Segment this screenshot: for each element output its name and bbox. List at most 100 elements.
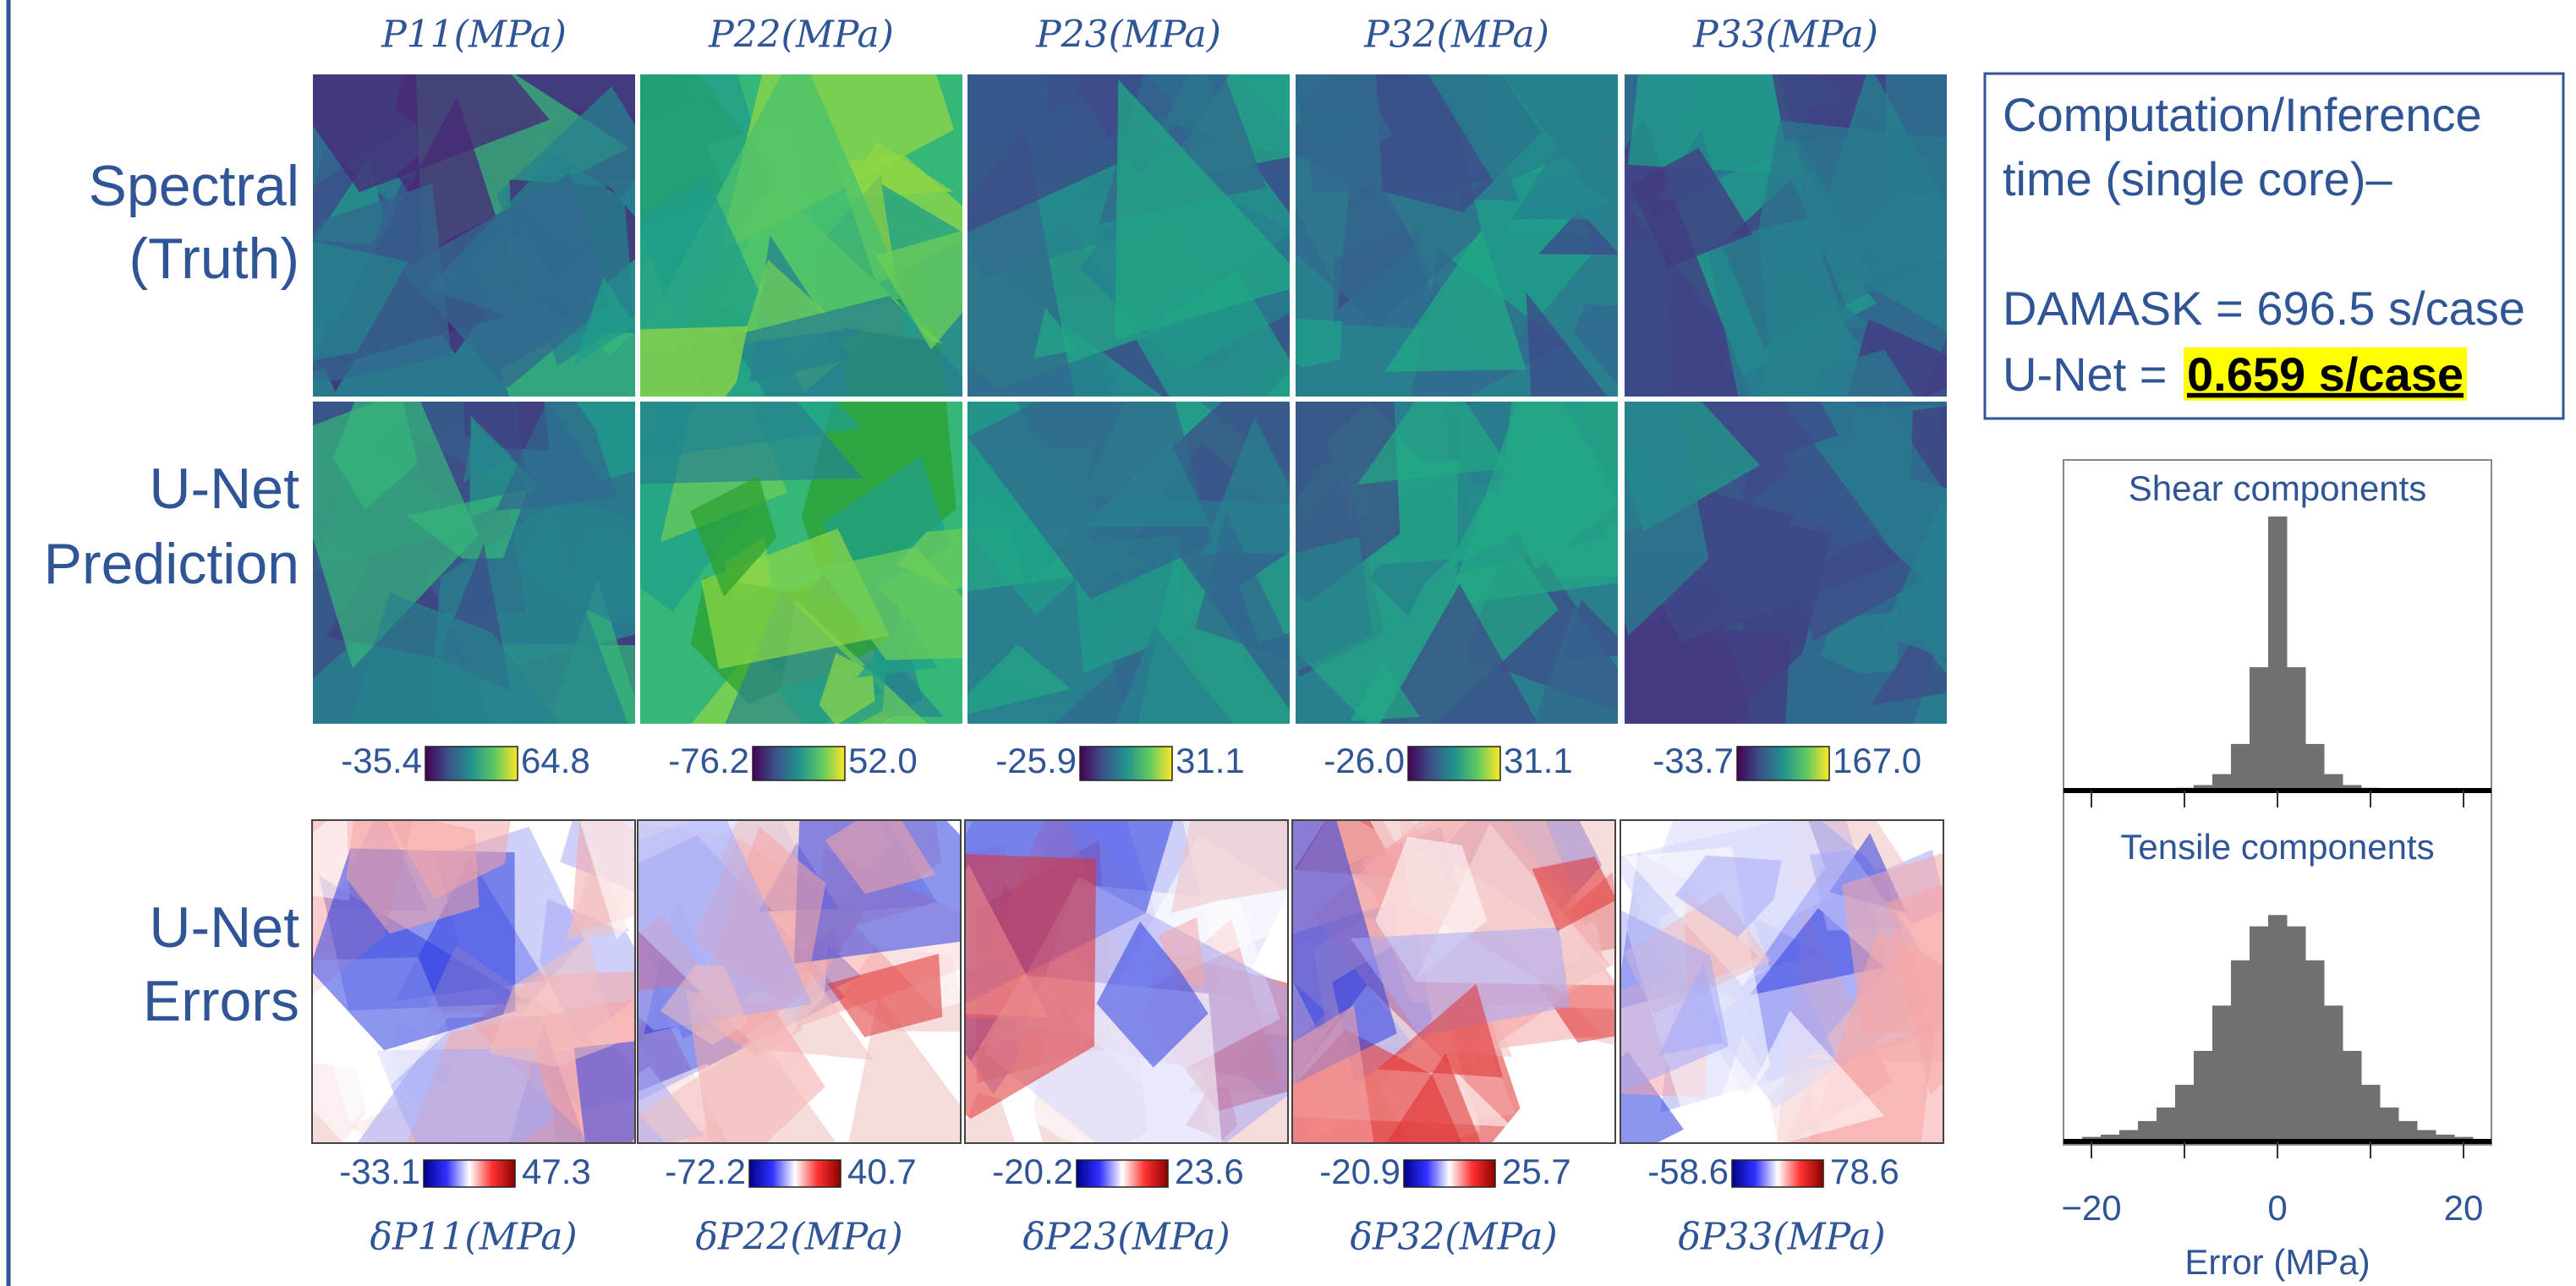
field-patch xyxy=(1573,304,1619,386)
colorbar xyxy=(1407,746,1501,781)
field-patch xyxy=(638,1036,837,1143)
error-label: δP11(MPa) xyxy=(370,1216,577,1259)
column-header: P23(MPa) xyxy=(1035,14,1221,57)
field-patch xyxy=(825,820,936,895)
field-patch xyxy=(1201,417,1291,554)
error-colorbar-min: -20.9 xyxy=(1319,1152,1400,1191)
x-tick-label: 0 xyxy=(2267,1188,2287,1228)
field-patch xyxy=(1448,489,1536,567)
field-patch xyxy=(376,1048,555,1143)
column-header: P32(MPa) xyxy=(1363,14,1549,57)
colorbar xyxy=(1079,746,1173,781)
histogram-bar xyxy=(2398,1120,2418,1141)
field-patch xyxy=(1428,74,1619,188)
field-patch xyxy=(1170,820,1288,913)
tile-border xyxy=(311,819,636,1144)
info-line: time (single core)– xyxy=(2003,152,2392,205)
field-patch xyxy=(1295,74,1393,166)
field-patch xyxy=(965,854,1097,1119)
column-header: P22(MPa) xyxy=(708,14,894,57)
field-patch xyxy=(896,528,963,590)
field-patch xyxy=(1295,536,1373,673)
tile-border xyxy=(966,73,1291,398)
field-patch xyxy=(573,1041,635,1143)
field-patch xyxy=(1620,910,1729,1093)
histogram-bar xyxy=(2138,1120,2157,1141)
field-patch xyxy=(1511,122,1619,220)
field-patch xyxy=(346,820,480,934)
error-colorbar xyxy=(1076,1159,1169,1188)
field-patch xyxy=(496,401,617,511)
field-patch xyxy=(1350,662,1421,721)
tile-border xyxy=(311,73,637,398)
row-label: Prediction xyxy=(44,532,299,596)
field-patch xyxy=(489,937,617,1067)
field-patch xyxy=(1084,441,1212,528)
highlight-text: 0.659 s/case xyxy=(2187,347,2464,401)
histogram-bar xyxy=(2343,1050,2362,1141)
x-tick-label: −20 xyxy=(2061,1188,2121,1228)
tile-border xyxy=(964,819,1289,1144)
field-patch xyxy=(875,230,963,350)
field-patch xyxy=(967,644,1072,715)
field-patch xyxy=(1350,927,1570,1037)
x-tick-label: 20 xyxy=(2444,1188,2484,1228)
field-map xyxy=(1624,401,1948,725)
tile-border xyxy=(1294,73,1620,398)
field-patch xyxy=(1796,534,1924,641)
info-line: DAMASK = 696.5 s/case xyxy=(2003,282,2525,335)
histogram-bar xyxy=(2175,1085,2195,1141)
field-patch xyxy=(1292,1004,1374,1143)
colorbar-max: 64.8 xyxy=(521,741,590,780)
colorbar-min: -35.4 xyxy=(341,741,422,780)
histogram-bar xyxy=(2287,667,2306,791)
field-patch xyxy=(1033,307,1078,358)
histogram-bar xyxy=(2157,1107,2176,1141)
field-patch xyxy=(1386,1053,1482,1143)
field-patch xyxy=(639,326,748,397)
field-map xyxy=(1295,401,1619,725)
colorbar-min: -25.9 xyxy=(995,741,1077,780)
colorbar-max: 31.1 xyxy=(1504,741,1573,780)
error-label: δP33(MPa) xyxy=(1678,1216,1885,1259)
colorbar-min: -26.0 xyxy=(1324,741,1405,780)
field-patch xyxy=(1136,270,1291,397)
histogram-bar xyxy=(2268,516,2288,791)
field-patch xyxy=(1674,855,1782,938)
histogram-bar xyxy=(2101,1134,2120,1141)
field-patch xyxy=(1292,820,1397,1086)
histogram-bar xyxy=(2324,774,2343,791)
tile-border xyxy=(311,400,637,725)
row-label: (Truth) xyxy=(129,227,299,291)
field-patch xyxy=(1532,605,1619,725)
colorbar-min: -33.7 xyxy=(1652,741,1734,780)
field-map xyxy=(638,820,961,1143)
field-patch xyxy=(1631,148,1753,268)
histogram-bar xyxy=(2212,1005,2232,1141)
colorbar-max: 52.0 xyxy=(848,741,918,780)
histogram-bar xyxy=(2194,785,2213,791)
field-patch xyxy=(639,401,863,484)
field-map xyxy=(639,401,963,725)
field-patch xyxy=(1881,498,1948,659)
field-patch xyxy=(1114,626,1235,725)
field-patch xyxy=(312,74,550,193)
highlight-background xyxy=(2184,347,2467,401)
histogram-bar xyxy=(2343,785,2362,791)
field-patch xyxy=(1096,921,1209,1068)
field-patch xyxy=(1724,1010,1885,1143)
colorbar-max: 167.0 xyxy=(1833,741,1921,780)
tile-border xyxy=(637,819,962,1144)
error-colorbar-max: 40.7 xyxy=(847,1152,917,1191)
field-map xyxy=(312,401,636,725)
field-patch xyxy=(1819,611,1899,674)
tile-border xyxy=(1620,819,1944,1144)
histogram-bar xyxy=(2268,915,2288,1141)
histogram-bar xyxy=(2194,1050,2213,1141)
field-patch xyxy=(332,401,418,510)
field-patch xyxy=(1378,583,1539,725)
histogram-bar xyxy=(2212,774,2232,791)
field-patch xyxy=(1628,74,1805,176)
